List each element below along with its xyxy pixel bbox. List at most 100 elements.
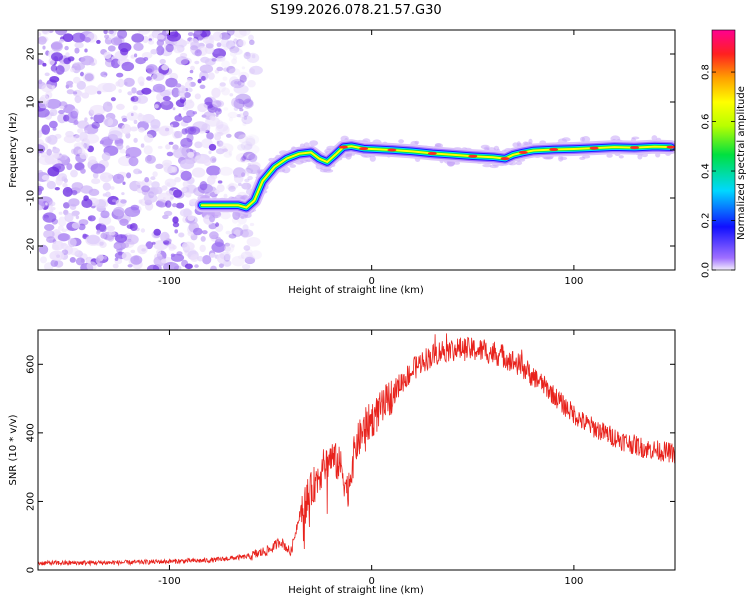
noise-speckle bbox=[163, 210, 173, 217]
noise-speckle bbox=[84, 85, 99, 95]
noise-speckle bbox=[208, 143, 217, 151]
noise-speckle bbox=[216, 184, 225, 193]
noise-speckle bbox=[78, 223, 86, 231]
noise-speckle bbox=[46, 179, 51, 183]
noise-speckle bbox=[211, 158, 217, 162]
noise-speckle bbox=[137, 244, 148, 255]
ridge-halo bbox=[211, 195, 217, 199]
noise-speckle bbox=[157, 145, 163, 149]
noise-speckle bbox=[118, 251, 123, 256]
noise-speckle bbox=[143, 145, 153, 155]
noise-speckle bbox=[200, 30, 211, 38]
noise-speckle bbox=[246, 164, 261, 174]
noise-speckle bbox=[237, 80, 242, 86]
noise-speckle bbox=[50, 112, 54, 117]
noise-speckle bbox=[143, 57, 149, 61]
noise-speckle bbox=[197, 78, 202, 84]
noise-speckle bbox=[228, 151, 233, 156]
noise-speckle bbox=[243, 98, 254, 108]
noise-speckle bbox=[223, 46, 228, 52]
noise-speckle bbox=[92, 172, 99, 179]
noise-speckle bbox=[120, 48, 129, 56]
noise-speckle bbox=[52, 127, 57, 131]
noise-speckle bbox=[83, 133, 100, 144]
noise-speckle bbox=[80, 55, 95, 66]
noise-speckle bbox=[245, 156, 252, 162]
noise-speckle bbox=[234, 131, 246, 140]
noise-speckle bbox=[113, 243, 122, 250]
noise-speckle bbox=[174, 229, 178, 234]
noise-speckle bbox=[89, 104, 106, 116]
noise-speckle bbox=[197, 255, 204, 262]
noise-speckle bbox=[245, 134, 260, 145]
colorbar-tick-label: 0.6 bbox=[701, 114, 712, 130]
noise-speckle bbox=[248, 68, 255, 75]
noise-speckle bbox=[97, 90, 102, 95]
noise-speckle bbox=[71, 182, 84, 191]
noise-speckle bbox=[80, 185, 93, 194]
noise-speckle bbox=[231, 217, 239, 224]
noise-speckle bbox=[243, 169, 252, 175]
noise-speckle bbox=[212, 31, 223, 42]
noise-speckle bbox=[45, 91, 53, 99]
noise-speckle bbox=[84, 117, 88, 122]
noise-speckle bbox=[131, 95, 139, 102]
noise-speckle bbox=[194, 264, 199, 268]
noise-speckle bbox=[42, 62, 47, 67]
y-tick-label: -10 bbox=[26, 190, 37, 206]
noise-speckle bbox=[95, 257, 101, 264]
noise-speckle bbox=[62, 182, 68, 188]
noise-speckle bbox=[38, 144, 46, 154]
noise-speckle bbox=[96, 39, 101, 44]
noise-speckle bbox=[198, 36, 203, 41]
noise-speckle bbox=[38, 244, 49, 255]
noise-speckle bbox=[243, 245, 251, 251]
colorbar-tick-label: 0.2 bbox=[701, 213, 712, 229]
noise-speckle bbox=[158, 125, 174, 136]
noise-speckle bbox=[194, 155, 206, 164]
noise-speckle bbox=[221, 87, 231, 96]
y-tick-label: 200 bbox=[26, 492, 37, 511]
noise-speckle bbox=[243, 144, 260, 155]
noise-speckle bbox=[84, 130, 88, 134]
noise-speckle bbox=[47, 166, 60, 177]
noise-speckle bbox=[155, 200, 164, 207]
noise-speckle bbox=[201, 75, 206, 81]
ridge-peak bbox=[630, 146, 640, 150]
snr-panel: -100 0 100 0 200 400 600 Height of straight l… bbox=[8, 329, 676, 596]
noise-speckle bbox=[49, 120, 58, 129]
noise-speckle bbox=[218, 263, 224, 268]
snr-y-label: SNR (10 * v/v) bbox=[8, 414, 19, 485]
noise-speckle bbox=[49, 250, 65, 261]
noise-speckle bbox=[66, 89, 75, 95]
ridge-peak bbox=[468, 154, 478, 158]
noise-speckle bbox=[129, 223, 138, 231]
noise-speckle bbox=[233, 98, 245, 110]
noise-speckle bbox=[67, 237, 77, 248]
colorbar-tick-label: 0.0 bbox=[701, 262, 712, 278]
noise-speckle bbox=[108, 130, 123, 141]
y-tick-label: 20 bbox=[26, 48, 37, 61]
noise-speckle bbox=[240, 156, 246, 163]
noise-speckle bbox=[237, 223, 242, 227]
noise-speckle bbox=[121, 251, 132, 261]
noise-speckle bbox=[245, 51, 251, 57]
noise-speckle bbox=[152, 72, 165, 81]
noise-speckle bbox=[225, 40, 236, 50]
noise-speckle bbox=[168, 141, 174, 145]
snr-line bbox=[38, 333, 675, 567]
noise-speckle bbox=[156, 34, 165, 40]
noise-speckle bbox=[194, 60, 200, 65]
colorbar-gradient bbox=[711, 29, 736, 271]
noise-speckle bbox=[103, 30, 108, 35]
noise-speckle bbox=[208, 222, 217, 230]
ridge-peak bbox=[549, 148, 559, 151]
noise-speckle bbox=[228, 184, 231, 188]
x-tick-label: 100 bbox=[564, 576, 583, 587]
noise-speckle bbox=[44, 72, 50, 77]
noise-speckle bbox=[231, 58, 238, 65]
noise-speckle bbox=[130, 126, 138, 132]
noise-speckle bbox=[83, 143, 90, 150]
noise-speckle bbox=[81, 92, 90, 99]
noise-speckle bbox=[159, 58, 166, 65]
